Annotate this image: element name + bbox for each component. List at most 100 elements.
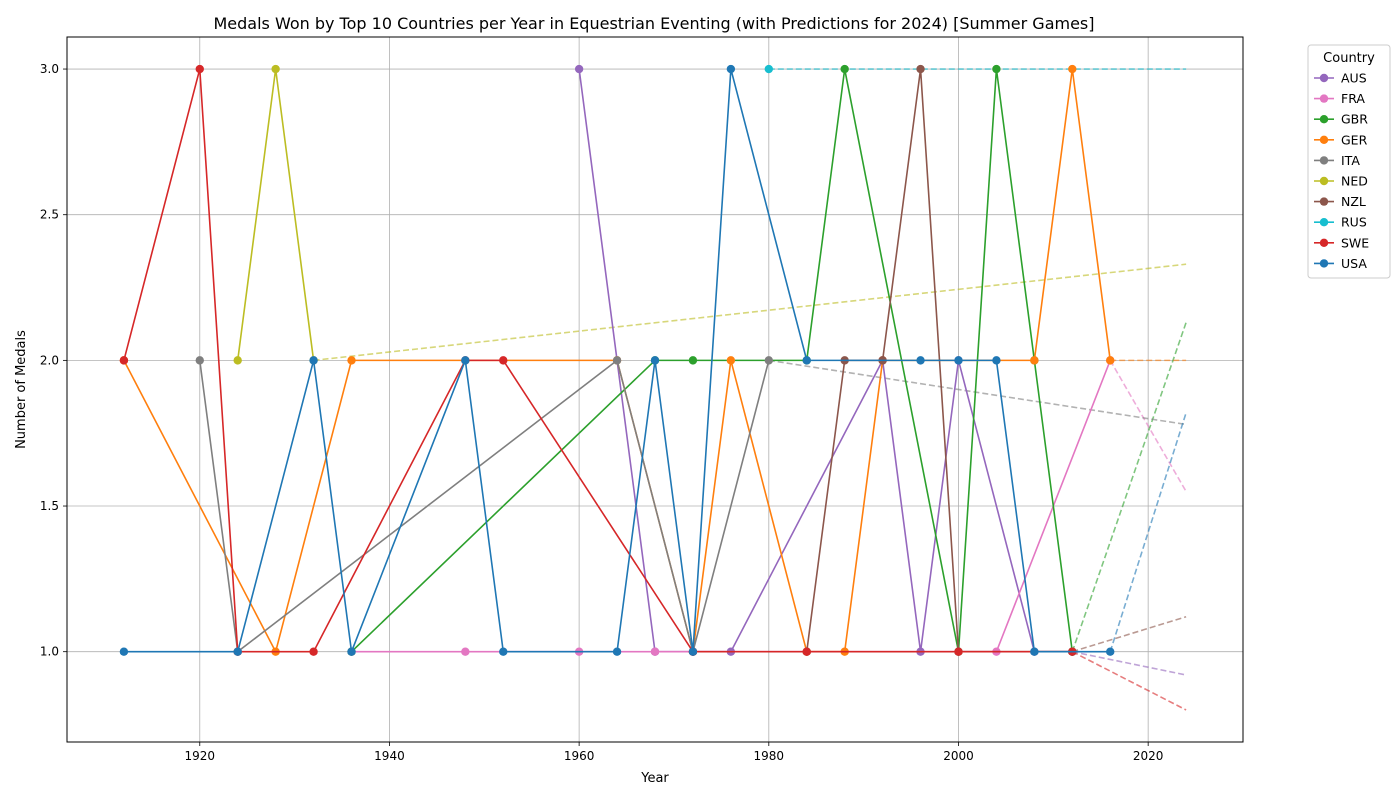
x-axis-label: Year bbox=[640, 771, 669, 786]
data-point-usa bbox=[1030, 647, 1039, 656]
series-line-swe bbox=[123, 68, 1073, 653]
data-point-aus bbox=[574, 64, 584, 74]
data-point-usa bbox=[347, 647, 356, 656]
data-point-swe bbox=[802, 647, 811, 656]
chart-title: Medals Won by Top 10 Countries per Year … bbox=[213, 14, 1094, 33]
legend-item-ger: GER bbox=[1314, 132, 1368, 147]
legend-marker bbox=[1319, 94, 1329, 103]
legend-item-ned: NED bbox=[1314, 174, 1368, 189]
data-point-ger bbox=[1106, 356, 1115, 365]
legend: Country AUS FRA GBR GER ITA NED NZL RUS SWE USA bbox=[1307, 44, 1391, 279]
legend-marker bbox=[1319, 197, 1329, 206]
data-point-usa bbox=[954, 356, 963, 365]
series-rus bbox=[764, 64, 774, 74]
legend-title: Country bbox=[1323, 51, 1375, 66]
data-point-usa bbox=[499, 647, 508, 656]
grid-lines bbox=[67, 37, 1243, 742]
legend-box bbox=[1307, 44, 1391, 279]
data-point-ned bbox=[271, 64, 280, 74]
data-point-usa bbox=[650, 356, 660, 365]
data-point-ita bbox=[764, 356, 774, 365]
prediction-line-aus bbox=[1072, 650, 1187, 676]
data-point-swe bbox=[954, 647, 963, 656]
legend-item-swe: SWE bbox=[1314, 235, 1369, 250]
legend-label: RUS bbox=[1341, 215, 1367, 230]
data-point-usa bbox=[233, 647, 242, 656]
legend-item-usa: USA bbox=[1314, 256, 1367, 271]
legend-label: NZL bbox=[1341, 194, 1366, 209]
data-point-usa bbox=[688, 647, 698, 656]
y-tick-label: 1.0 bbox=[40, 645, 59, 659]
x-tick-label: 1920 bbox=[185, 749, 216, 763]
data-point-gbr bbox=[688, 356, 698, 365]
series-usa bbox=[119, 64, 1115, 656]
legend-marker bbox=[1319, 156, 1329, 165]
legend-marker bbox=[1319, 259, 1329, 268]
x-tick-label: 2020 bbox=[1133, 749, 1164, 763]
data-point-nzl bbox=[916, 64, 925, 74]
prediction-line-ned bbox=[313, 263, 1187, 362]
legend-marker bbox=[1319, 115, 1329, 124]
x-tick-label: 2000 bbox=[943, 749, 974, 763]
data-point-usa bbox=[461, 356, 470, 365]
legend-label: NED bbox=[1341, 174, 1368, 189]
data-point-ita bbox=[195, 356, 204, 365]
data-point-ger bbox=[347, 356, 356, 365]
data-point-swe bbox=[499, 356, 508, 365]
legend-label: FRA bbox=[1341, 91, 1365, 106]
legend-item-nzl: NZL bbox=[1314, 194, 1366, 209]
legend-label: ITA bbox=[1341, 153, 1360, 168]
legend-item-ita: ITA bbox=[1314, 153, 1360, 168]
data-point-swe bbox=[309, 647, 318, 656]
series-line-usa bbox=[123, 68, 1111, 653]
data-point-usa bbox=[309, 356, 318, 365]
prediction-line-ita bbox=[768, 359, 1187, 426]
data-point-fra bbox=[650, 647, 660, 656]
y-axis-label: Number of Medals bbox=[14, 330, 29, 449]
data-point-rus bbox=[764, 64, 774, 74]
data-point-ita bbox=[612, 356, 622, 365]
data-point-swe bbox=[119, 356, 129, 365]
y-tick-label: 2.0 bbox=[40, 353, 59, 367]
data-point-usa bbox=[802, 356, 811, 365]
data-point-gbr bbox=[840, 64, 849, 74]
legend-marker bbox=[1319, 238, 1329, 247]
x-tick-label: 1940 bbox=[374, 749, 405, 763]
axis-ticks: 1920 1940 1960 1980 2000 2020 1.0 1.5 2.0 2.5 3.0 bbox=[40, 62, 1164, 763]
legend-label: USA bbox=[1341, 256, 1367, 271]
data-point-fra bbox=[461, 647, 470, 656]
prediction-line-swe bbox=[1071, 650, 1187, 711]
legend-label: AUS bbox=[1341, 71, 1367, 86]
series-line-ger bbox=[123, 68, 1112, 654]
legend-item-rus: RUS bbox=[1314, 215, 1367, 230]
data-point-usa bbox=[119, 647, 129, 656]
prediction-lines bbox=[313, 68, 1187, 711]
legend-item-gbr: GBR bbox=[1314, 112, 1368, 127]
data-point-usa bbox=[612, 647, 622, 656]
legend-label: GER bbox=[1341, 132, 1368, 147]
data-point-usa bbox=[726, 64, 736, 74]
data-point-usa bbox=[992, 356, 1001, 365]
data-point-usa bbox=[1106, 647, 1115, 656]
y-tick-label: 2.5 bbox=[40, 208, 59, 222]
x-tick-label: 1960 bbox=[564, 749, 595, 763]
data-point-ger bbox=[1068, 64, 1077, 74]
data-point-gbr bbox=[992, 64, 1001, 74]
legend-item-fra: FRA bbox=[1314, 91, 1365, 106]
data-point-usa bbox=[916, 356, 925, 365]
legend-label: SWE bbox=[1341, 235, 1369, 250]
x-tick-label: 1980 bbox=[754, 749, 785, 763]
legend-marker bbox=[1319, 176, 1329, 186]
legend-marker bbox=[1319, 73, 1329, 83]
data-point-ned bbox=[233, 356, 242, 365]
data-point-ger bbox=[726, 356, 736, 365]
series-lines bbox=[119, 64, 1115, 656]
legend-item-aus: AUS bbox=[1314, 71, 1367, 86]
y-tick-label: 1.5 bbox=[40, 499, 59, 513]
legend-marker bbox=[1319, 218, 1329, 227]
prediction-line-usa bbox=[1109, 412, 1187, 652]
data-point-swe bbox=[195, 64, 204, 74]
legend-marker bbox=[1319, 135, 1329, 144]
